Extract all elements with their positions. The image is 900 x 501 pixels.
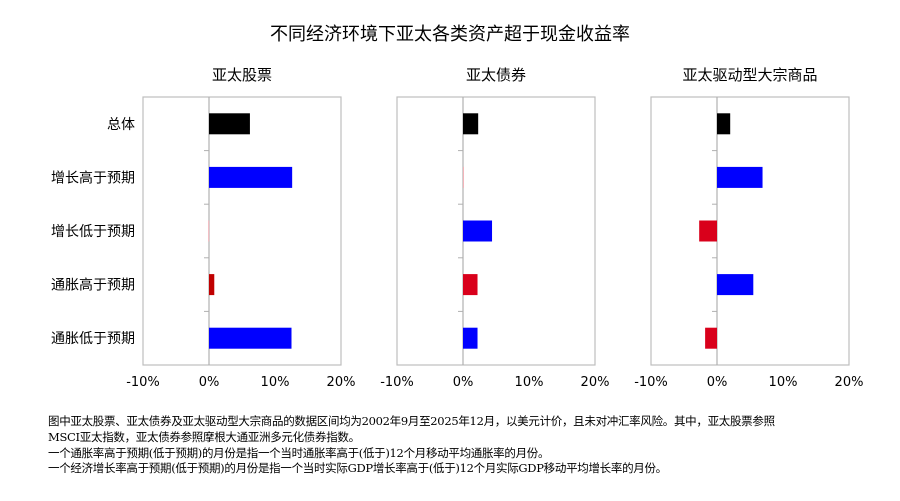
- bar: [463, 327, 478, 349]
- bar: [463, 274, 478, 296]
- bar: [717, 113, 731, 135]
- x-tick-label: 20%: [581, 375, 610, 390]
- footnote-1: 图中亚太股票、亚太债券及亚太驱动型大宗商品的数据区间均为2002年9月至2025…: [48, 414, 775, 428]
- category-label: 通胀低于预期: [51, 331, 135, 347]
- bar: [463, 166, 464, 188]
- x-tick-label: -10%: [126, 375, 160, 390]
- chart-title: 不同经济环境下亚太各类资产超于现金收益率: [270, 24, 630, 45]
- x-tick-label: -10%: [634, 375, 668, 390]
- bar: [209, 327, 292, 349]
- plot-frame: [142, 96, 342, 366]
- x-tick-label: 0%: [707, 375, 728, 390]
- x-tick-label: 10%: [515, 375, 544, 390]
- bar: [463, 113, 479, 135]
- x-tick-label: 0%: [199, 375, 220, 390]
- x-tick-label: 0%: [453, 375, 474, 390]
- bar: [209, 274, 215, 296]
- footnote-3: 一个通胀率高于预期(低于预期)的月份是指一个当时通胀率高于(低于)12个月移动平…: [48, 446, 550, 460]
- bar: [699, 220, 717, 242]
- footnote-2: MSCI亚太指数，亚太债券参照摩根大通亚洲多元化债券指数。: [48, 430, 360, 444]
- plot-frame: [396, 96, 596, 366]
- category-label: 通胀高于预期: [51, 277, 135, 294]
- bar: [717, 166, 763, 188]
- bar: [717, 274, 754, 296]
- bar: [209, 166, 293, 188]
- category-label: 增长高于预期: [51, 169, 135, 186]
- footnote-4: 一个经济增长率高于预期(低于预期)的月份是指一个当时实际GDP增长率高于(低于)…: [48, 461, 667, 475]
- x-tick-label: 10%: [769, 375, 798, 390]
- panel-title: 亚太驱动型大宗商品: [682, 66, 817, 84]
- bar: [208, 220, 210, 242]
- x-tick-label: 20%: [835, 375, 864, 390]
- panel-title: 亚太债券: [466, 66, 526, 84]
- bar: [209, 113, 250, 135]
- x-tick-label: 10%: [261, 375, 290, 390]
- panel-title: 亚太股票: [212, 66, 272, 84]
- x-tick-label: 20%: [327, 375, 356, 390]
- x-tick-label: -10%: [380, 375, 414, 390]
- category-label: 总体: [107, 117, 135, 133]
- bar: [463, 220, 493, 242]
- category-label: 增长低于预期: [51, 224, 135, 240]
- bar: [705, 327, 717, 349]
- plot-frame: [650, 96, 850, 366]
